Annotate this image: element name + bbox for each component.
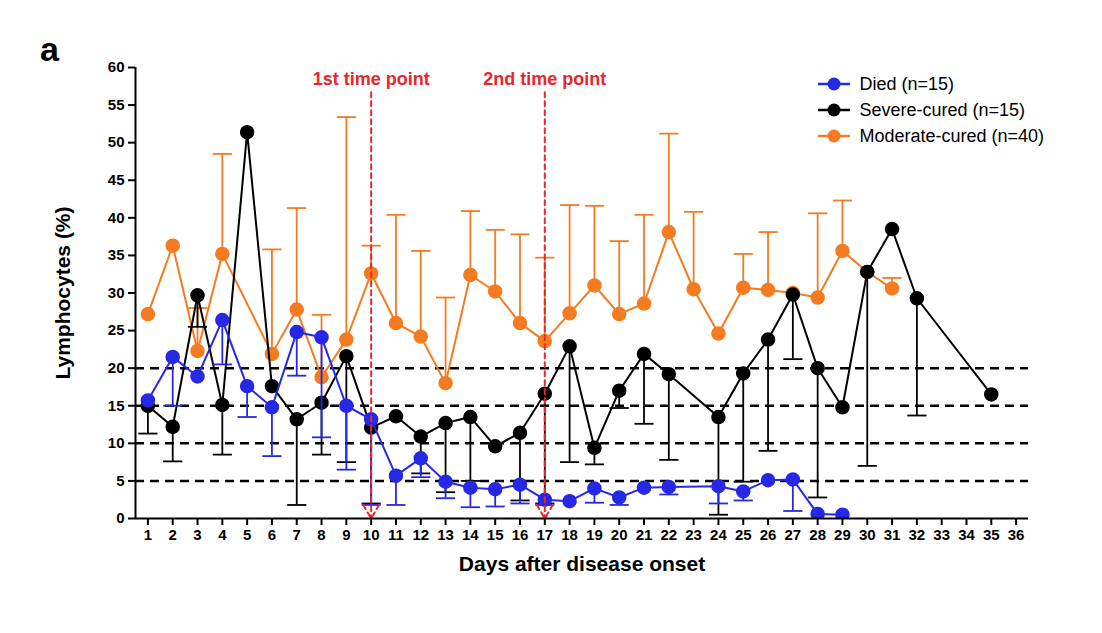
svg-text:12: 12	[412, 526, 429, 543]
svg-text:50: 50	[108, 133, 125, 150]
svg-text:13: 13	[437, 526, 454, 543]
svg-text:10: 10	[108, 434, 125, 451]
svg-text:35: 35	[983, 526, 1000, 543]
svg-text:30: 30	[108, 284, 125, 301]
svg-text:35: 35	[108, 246, 125, 263]
html-text:Died (n=15): Died (n=15)	[859, 73, 954, 94]
svg-text:2nd time point: 2nd time point	[483, 69, 606, 89]
svg-text:19: 19	[586, 526, 603, 543]
svg-text:7: 7	[293, 526, 301, 543]
svg-text:11: 11	[388, 526, 404, 543]
svg-text:27: 27	[785, 526, 802, 543]
svg-text:15: 15	[487, 526, 504, 543]
svg-text:Days after disease onset: Days after disease onset	[459, 552, 705, 575]
svg-text:Lymphocytes (%): Lymphocytes (%)	[51, 206, 74, 379]
svg-text:1st time point: 1st time point	[313, 69, 430, 89]
svg-text:34: 34	[958, 526, 975, 543]
svg-text:36: 36	[1008, 526, 1025, 543]
svg-text:28: 28	[809, 526, 826, 543]
svg-text:5: 5	[116, 472, 124, 489]
svg-text:17: 17	[536, 526, 553, 543]
html-text:Severe-cured (n=15): Severe-cured (n=15)	[859, 99, 1025, 120]
svg-text:32: 32	[909, 526, 926, 543]
svg-text:1: 1	[144, 526, 152, 543]
html-text:Moderate-cured (n=40): Moderate-cured (n=40)	[859, 125, 1044, 146]
svg-text:25: 25	[108, 321, 125, 338]
svg-text:10: 10	[363, 526, 380, 543]
svg-text:4: 4	[218, 526, 227, 543]
svg-text:15: 15	[108, 397, 125, 414]
svg-text:0: 0	[116, 509, 124, 526]
svg-text:14: 14	[462, 526, 479, 543]
svg-text:20: 20	[108, 359, 125, 376]
svg-text:25: 25	[735, 526, 752, 543]
svg-text:21: 21	[636, 526, 653, 543]
svg-text:3: 3	[193, 526, 201, 543]
svg-text:45: 45	[108, 171, 125, 188]
svg-text:30: 30	[859, 526, 876, 543]
svg-text:9: 9	[342, 526, 350, 543]
svg-text:8: 8	[317, 526, 325, 543]
html-text:a: a	[40, 30, 59, 68]
svg-text:18: 18	[561, 526, 578, 543]
svg-text:23: 23	[685, 526, 702, 543]
svg-text:26: 26	[760, 526, 777, 543]
svg-text:2: 2	[169, 526, 177, 543]
svg-text:33: 33	[933, 526, 950, 543]
svg-text:40: 40	[108, 209, 125, 226]
svg-text:60: 60	[108, 58, 125, 75]
svg-text:24: 24	[710, 526, 727, 543]
svg-text:22: 22	[660, 526, 677, 543]
svg-text:55: 55	[108, 96, 125, 113]
svg-text:5: 5	[243, 526, 251, 543]
svg-text:31: 31	[884, 526, 901, 543]
svg-text:6: 6	[268, 526, 276, 543]
svg-text:16: 16	[512, 526, 529, 543]
svg-text:20: 20	[611, 526, 628, 543]
svg-text:29: 29	[834, 526, 851, 543]
